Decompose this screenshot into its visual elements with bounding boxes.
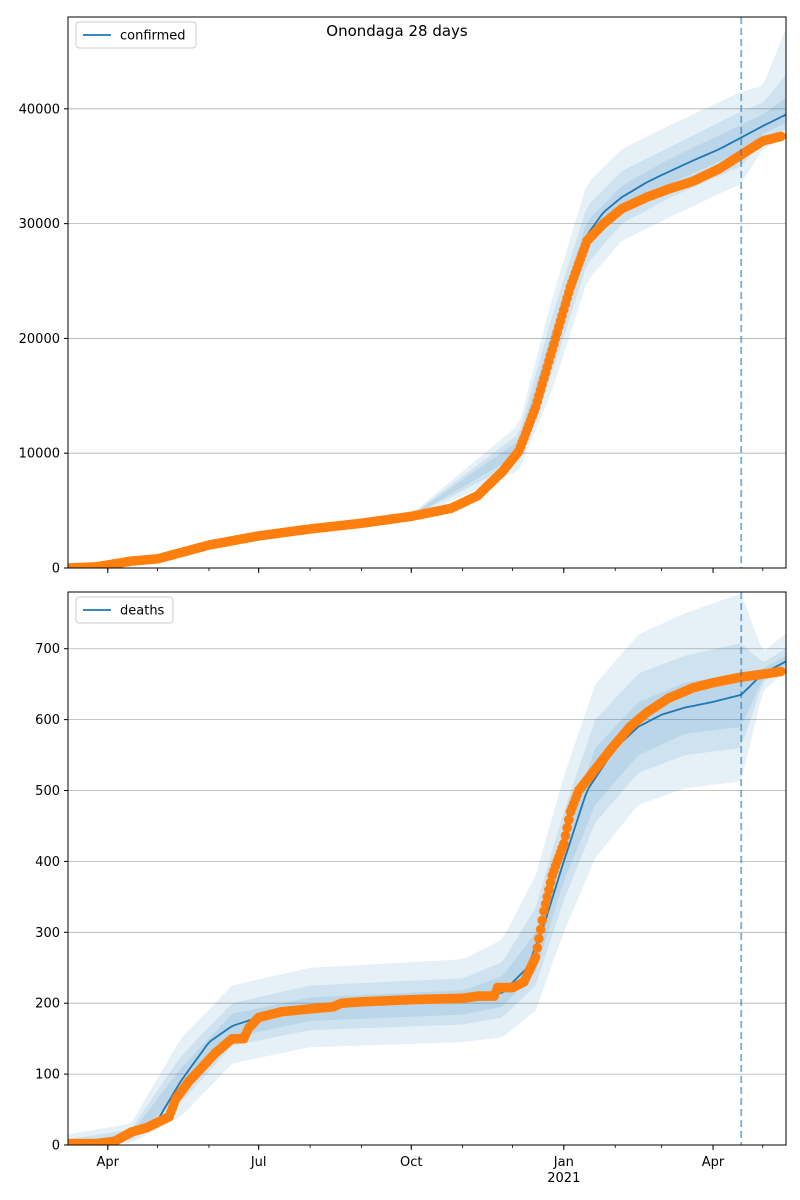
- observed-point: [530, 952, 541, 962]
- x-tick-label: Oct: [400, 1155, 422, 1170]
- legend: confirmed: [75, 21, 197, 49]
- legend-label: confirmed: [120, 29, 186, 44]
- axes-frame: [67, 16, 787, 569]
- y-tick-label: 700: [35, 642, 60, 657]
- plot-area: [68, 594, 786, 1145]
- observed-points: [68, 666, 786, 1145]
- plot-area: [68, 28, 786, 568]
- observed-point: [776, 131, 786, 142]
- uncertainty-band-inner: [68, 97, 786, 568]
- observed-point: [534, 933, 544, 944]
- y-tick-label: 500: [35, 784, 60, 799]
- y-tick-label: 400: [35, 855, 60, 870]
- observed-point: [560, 830, 571, 841]
- y-tick-label: 300: [35, 926, 60, 941]
- y-tick-label: 40000: [19, 102, 60, 117]
- observed-point: [559, 838, 569, 849]
- x-tick-label: Jan: [553, 1155, 574, 1170]
- x-tick-label: Jul: [250, 1155, 267, 1170]
- confirmed-panel: 0 10000 20000 30000 40000 confirmed: [19, 16, 787, 577]
- x-tick-label: Apr: [97, 1155, 120, 1170]
- legend-box: [75, 596, 174, 624]
- observed-point: [776, 666, 786, 677]
- y-tick-label: 600: [35, 713, 60, 728]
- observed-point: [532, 943, 543, 953]
- observed-point: [564, 815, 574, 825]
- y-tick-label: 0: [52, 1139, 60, 1154]
- y-tick-label: 100: [35, 1068, 60, 1083]
- x-tick-sublabel: 2021: [547, 1171, 580, 1186]
- uncertainty-band-middle: [68, 643, 786, 1145]
- y-tick-label: 20000: [19, 332, 60, 347]
- figure-title: Onondaga 28 days: [326, 22, 468, 40]
- y-tick-label: 30000: [19, 217, 60, 232]
- observed-point: [537, 915, 547, 926]
- y-tick-label: 200: [35, 997, 60, 1012]
- x-tick-label: Apr: [702, 1155, 725, 1170]
- legend: deaths: [75, 596, 174, 624]
- y-tick-label: 0: [52, 562, 60, 577]
- observed-point: [535, 924, 546, 935]
- y-tick-label: 10000: [19, 447, 60, 462]
- legend-box: [75, 21, 197, 49]
- observed-points: [68, 131, 786, 568]
- uncertainty-band-outer: [68, 594, 786, 1145]
- axes-frame: [67, 591, 787, 1146]
- observed-point: [562, 822, 572, 833]
- legend-label: deaths: [120, 604, 165, 619]
- uncertainty-band-middle: [68, 74, 786, 568]
